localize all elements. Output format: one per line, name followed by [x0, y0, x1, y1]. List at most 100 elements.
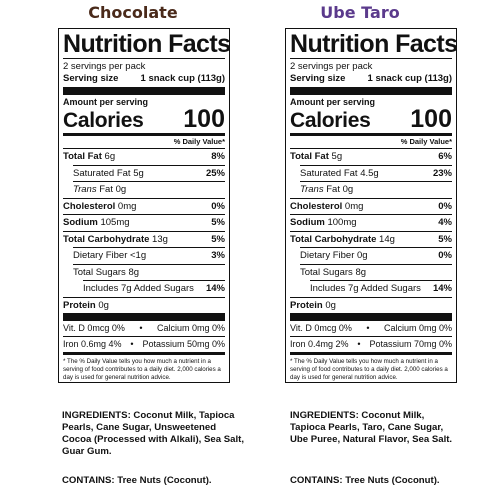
- trans-fat-row: Trans Fat 0g: [73, 181, 225, 198]
- protein-row: Protein 0g: [63, 296, 225, 314]
- bullet-separator: •: [139, 323, 143, 333]
- fiber-label: Dietary Fiber <1g: [73, 250, 147, 261]
- total-sugars-label: Total Sugars 8g: [300, 266, 367, 278]
- calcium: Calcium 0mg 0%: [383, 323, 452, 333]
- bullet-separator: •: [357, 339, 361, 349]
- serving-size-label: Serving size: [290, 73, 346, 84]
- fiber-row: Dietary Fiber 0g 0%: [300, 247, 452, 264]
- protein-amount: 0g: [98, 299, 109, 311]
- carbohydrate-dv: 5%: [438, 233, 452, 245]
- carbohydrate-label: Total Carbohydrate: [290, 233, 377, 245]
- sodium-amount: 100mg: [327, 217, 357, 228]
- daily-value-header: % Daily Value*: [400, 137, 452, 146]
- total-fat-label: Total Fat: [63, 151, 102, 162]
- total-fat-row: Total Fat 6g 8%: [63, 148, 225, 165]
- added-sugars-dv: 14%: [432, 283, 452, 294]
- daily-value-header: % Daily Value*: [173, 137, 225, 146]
- protein-label: Protein: [290, 299, 323, 311]
- divider: [63, 336, 225, 337]
- trans-fat-amount: Fat 0g: [326, 184, 354, 195]
- total-sugars-row: Total Sugars 8g: [300, 263, 452, 281]
- ingredients-ube-taro: INGREDIENTS: Coconut Milk, Tapioca Pearl…: [290, 410, 453, 445]
- sodium-amount: 105mg: [100, 217, 130, 228]
- serving-size-row: Serving size 1 snack cup (113g): [290, 73, 452, 87]
- sodium-label: Sodium: [63, 217, 98, 228]
- total-fat-amount: 6g: [104, 151, 116, 162]
- serving-size-value: 1 snack cup (113g): [367, 73, 452, 84]
- vitamin-d: Vit. D 0mcg 0%: [63, 323, 125, 333]
- daily-value-footnote: * The % Daily Value tells you how much a…: [63, 358, 221, 381]
- divider: [63, 58, 225, 59]
- carbohydrate-label: Total Carbohydrate: [63, 233, 150, 245]
- total-sugars-label: Total Sugars 8g: [73, 266, 140, 278]
- fiber-dv: 3%: [211, 250, 225, 261]
- nutrition-label-ube-taro: Nutrition Facts 2 servings per pack Serv…: [285, 28, 458, 383]
- calories-row: Calories 100: [290, 105, 452, 133]
- sodium-dv: 5%: [211, 217, 225, 228]
- sodium-label: Sodium: [290, 217, 325, 228]
- fiber-row: Dietary Fiber <1g 3%: [73, 247, 225, 264]
- amount-per-serving: Amount per serving: [63, 97, 149, 107]
- calories-label: Calories: [290, 109, 371, 132]
- carbohydrate-row: Total Carbohydrate 14g 5%: [290, 230, 452, 248]
- sodium-dv: 4%: [438, 217, 452, 228]
- divider-thick: [63, 313, 225, 321]
- cholesterol-row: Cholesterol 0mg 0%: [290, 197, 452, 215]
- saturated-fat-row: Saturated Fat 4.5g 23%: [300, 164, 452, 182]
- vitamin-row-1: Vit. D 0mcg 0% • Calcium 0mg 0%: [290, 321, 452, 336]
- total-sugars-row: Total Sugars 8g: [73, 263, 225, 281]
- divider-medium: [63, 133, 225, 136]
- carbohydrate-amount: 13g: [152, 233, 168, 245]
- carbohydrate-amount: 14g: [379, 233, 395, 245]
- calories-value: 100: [183, 105, 225, 133]
- sodium-row: Sodium 105mg 5%: [63, 214, 225, 231]
- cholesterol-dv: 0%: [438, 200, 452, 212]
- divider-thick: [290, 313, 452, 321]
- flavor-title-ube-taro: Ube Taro: [320, 3, 400, 22]
- ingredients-chocolate: INGREDIENTS: Coconut Milk, Tapioca Pearl…: [62, 410, 244, 457]
- trans-fat-row: Trans Fat 0g: [300, 181, 452, 198]
- cholesterol-label: Cholesterol: [63, 200, 116, 212]
- bullet-separator: •: [366, 323, 370, 333]
- saturated-fat-label: Saturated Fat 5g: [73, 167, 144, 179]
- potassium: Potassium 70mg 0%: [369, 339, 452, 349]
- serving-size-label: Serving size: [63, 73, 119, 84]
- total-fat-row: Total Fat 5g 6%: [290, 148, 452, 165]
- saturated-fat-row: Saturated Fat 5g 25%: [73, 164, 225, 182]
- calories-label: Calories: [63, 109, 144, 132]
- trans-fat-label: Trans: [73, 184, 97, 195]
- serving-size-value: 1 snack cup (113g): [140, 73, 225, 84]
- nutrition-facts-heading: Nutrition Facts: [63, 30, 231, 58]
- flavor-title-chocolate: Chocolate: [88, 3, 178, 22]
- calories-value: 100: [410, 105, 452, 133]
- cholesterol-label: Cholesterol: [290, 200, 343, 212]
- iron: Iron 0.4mg 2%: [290, 339, 349, 349]
- carbohydrate-dv: 5%: [211, 233, 225, 245]
- divider-thick: [63, 87, 225, 95]
- saturated-fat-label: Saturated Fat 4.5g: [300, 167, 379, 179]
- serving-size-row: Serving size 1 snack cup (113g): [63, 73, 225, 87]
- divider-medium: [63, 352, 225, 355]
- trans-fat-amount: Fat 0g: [99, 184, 127, 195]
- divider: [290, 336, 452, 337]
- saturated-fat-dv: 25%: [205, 167, 225, 179]
- fiber-label: Dietary Fiber 0g: [300, 250, 368, 261]
- daily-value-footnote: * The % Daily Value tells you how much a…: [290, 358, 448, 381]
- divider: [290, 58, 452, 59]
- nutrition-label-chocolate: Nutrition Facts 2 servings per pack Serv…: [58, 28, 231, 383]
- total-fat-dv: 8%: [211, 151, 225, 162]
- added-sugars-label: Includes 7g Added Sugars: [310, 283, 421, 294]
- total-fat-dv: 6%: [438, 151, 452, 162]
- iron: Iron 0.6mg 4%: [63, 339, 122, 349]
- allergen-ube-taro: CONTAINS: Tree Nuts (Coconut).: [290, 475, 440, 486]
- protein-row: Protein 0g: [290, 296, 452, 314]
- calcium: Calcium 0mg 0%: [156, 323, 225, 333]
- total-fat-label: Total Fat: [290, 151, 329, 162]
- fiber-dv: 0%: [438, 250, 452, 261]
- added-sugars-dv: 14%: [205, 283, 225, 294]
- cholesterol-amount: 0mg: [344, 200, 364, 212]
- cholesterol-row: Cholesterol 0mg 0%: [63, 197, 225, 215]
- calories-row: Calories 100: [63, 105, 225, 133]
- protein-label: Protein: [63, 299, 96, 311]
- vitamin-row-2: Iron 0.6mg 4% • Potassium 50mg 0%: [63, 337, 225, 352]
